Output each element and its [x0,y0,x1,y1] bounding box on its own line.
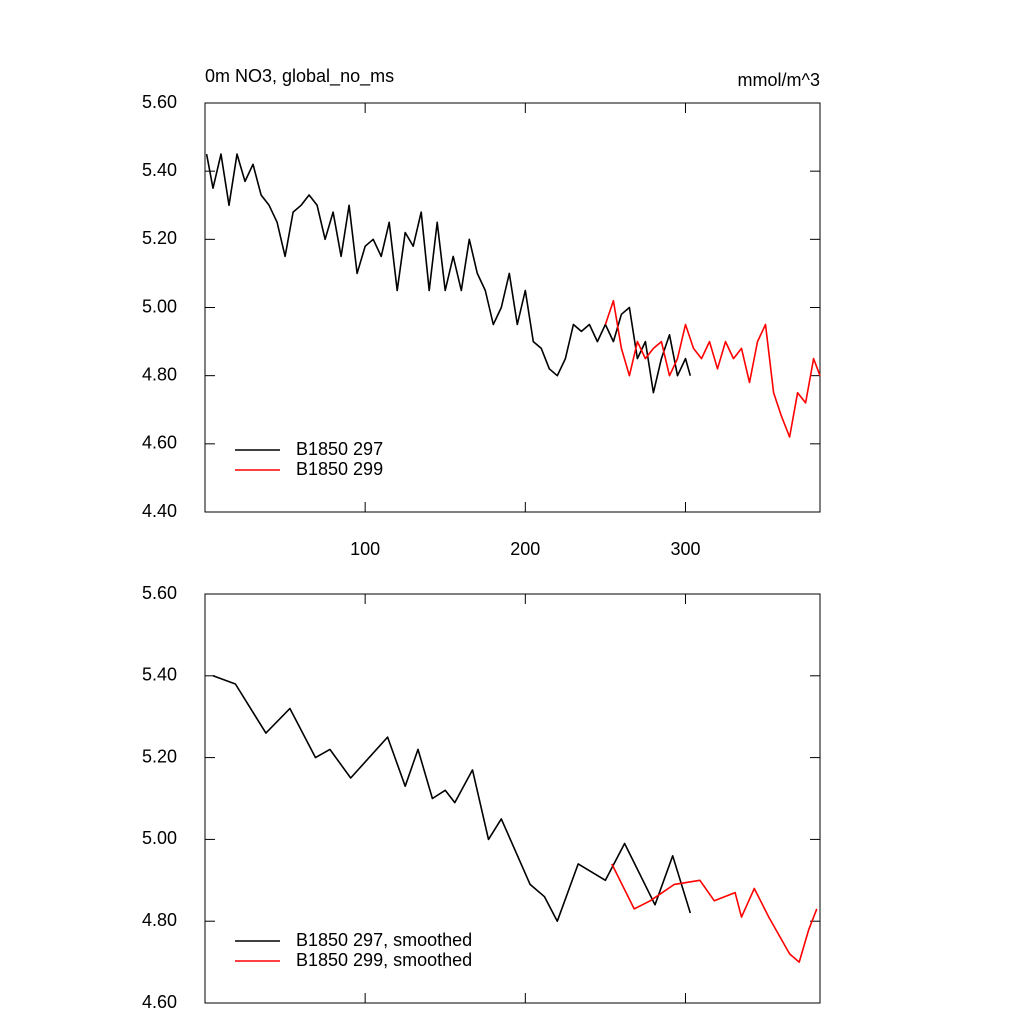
y-tick-label: 5.00 [142,828,177,848]
y-tick-label: 5.60 [142,92,177,112]
y-tick-label: 5.20 [142,746,177,766]
series-line [611,863,818,963]
x-tick-label: 100 [350,539,380,559]
y-tick-label: 4.40 [142,501,177,521]
legend-label: B1850 299 [296,459,383,479]
plot-frame [204,593,821,1004]
y-tick-label: 5.40 [142,160,177,180]
y-tick-label: 4.80 [142,910,177,930]
y-tick-label: 4.60 [142,433,177,453]
y-tick-label: 5.60 [142,583,177,603]
y-tick-label: 4.80 [142,364,177,384]
legend-label: B1850 299, smoothed [296,950,472,970]
y-tick-label: 4.60 [142,992,177,1012]
x-tick-label: 200 [510,539,540,559]
chart-title: 0m NO3, global_no_ms [205,66,394,87]
series-line [604,299,821,438]
x-tick-label: 300 [670,539,700,559]
legend-label: B1850 297 [296,439,383,459]
y-tick-label: 5.00 [142,296,177,316]
y-tick-label: 5.20 [142,228,177,248]
series-line [205,153,692,394]
legend-label: B1850 297, smoothed [296,930,472,950]
units-label: mmol/m^3 [738,70,820,90]
series-line [212,675,692,922]
y-tick-label: 5.40 [142,665,177,685]
